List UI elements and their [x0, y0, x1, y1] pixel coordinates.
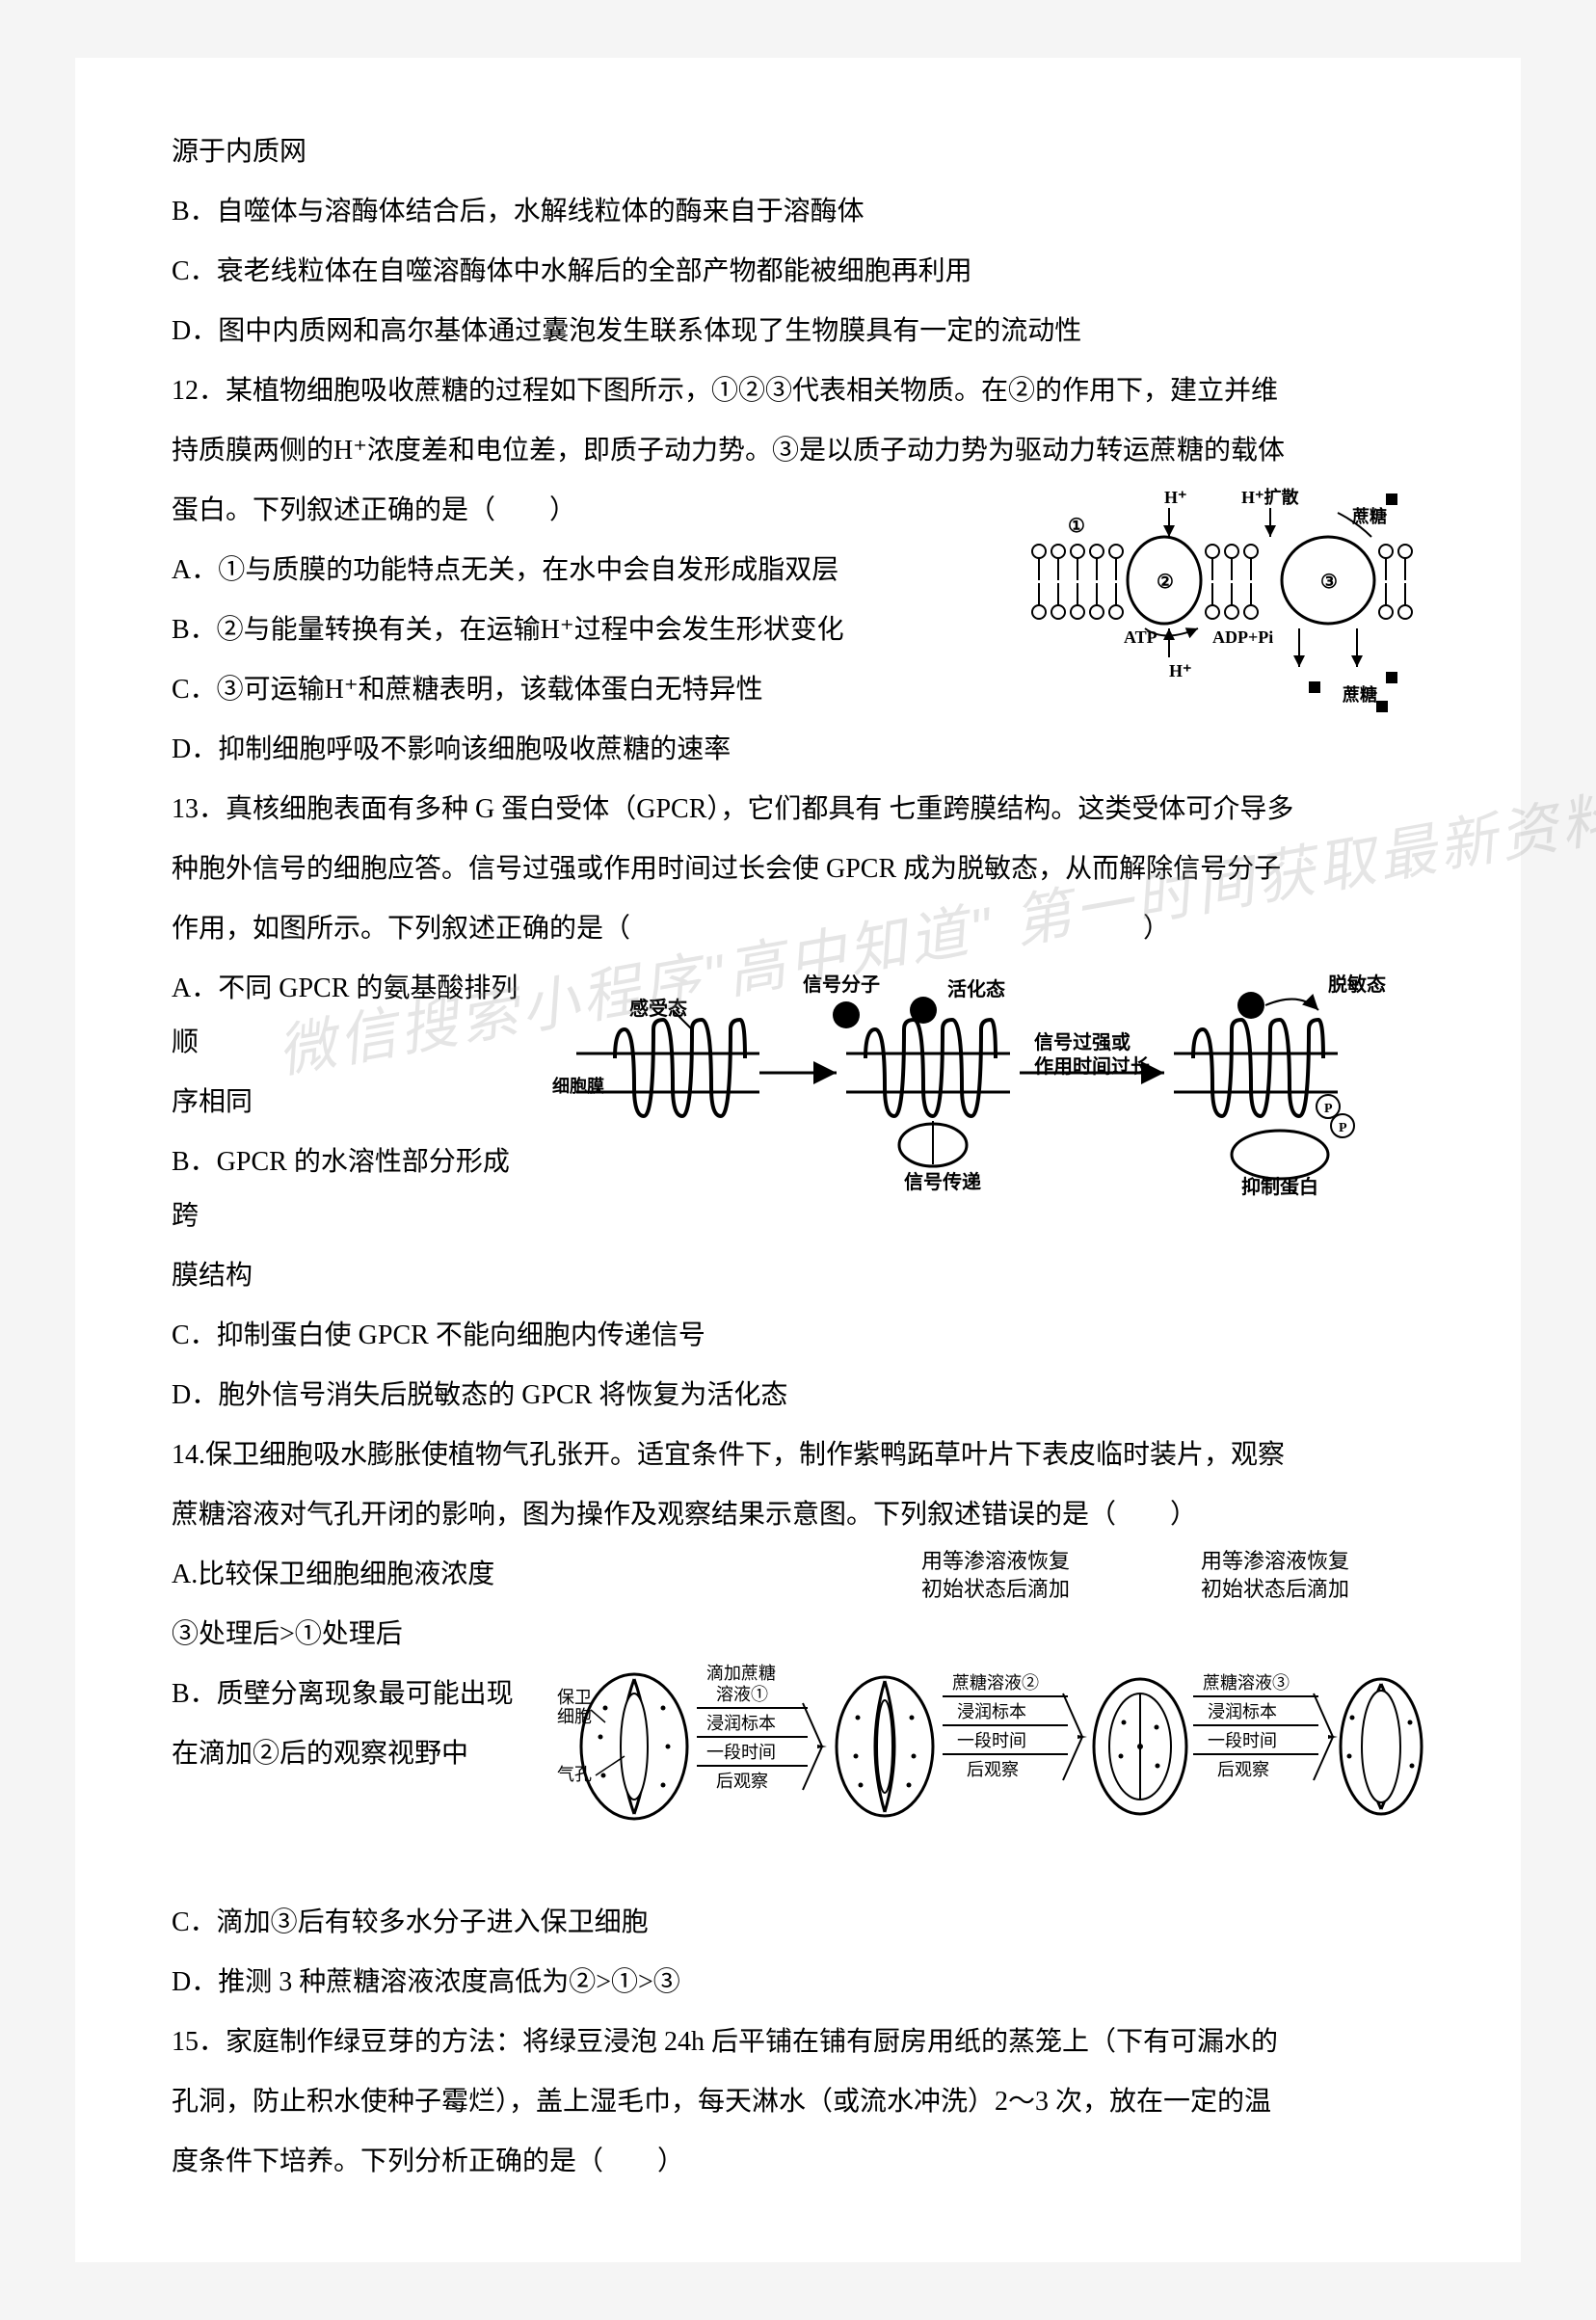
- stomata-initial: 保卫 细胞 气孔: [557, 1674, 687, 1819]
- q12-stem2: 持质膜两侧的H⁺浓度差和电位差，即质子动力势。③是以质子动力势为驱动力转运蔗糖的…: [172, 424, 1424, 478]
- label-desensitized: 脱敏态: [1328, 973, 1386, 996]
- prev-optB: B．自噬体与溶酶体结合后，水解线粒体的酶来自于溶酶体: [172, 185, 1424, 239]
- q14-block: A.比较保卫细胞细胞液浓度 ③处理后>①处理后 B．质壁分离现象最可能出现 在滴…: [172, 1548, 1424, 1896]
- q12-optA: A．①与质膜的功能特点无关，在水中会自发形成脂双层: [172, 544, 1000, 598]
- label-stomata: 气孔: [557, 1765, 592, 1784]
- label-h-plus-diffuse: H⁺扩散: [1241, 487, 1300, 507]
- stomata-step1: [837, 1677, 933, 1816]
- q13-block: A．不同 GPCR 的氨基酸排列顺 序相同 B．GPCR 的水溶性部分形成跨 膜…: [172, 962, 1424, 1309]
- label-circle3: ③: [1320, 572, 1338, 593]
- label-signal-molecule: 信号分子: [803, 973, 880, 996]
- q12-stem1: 12．某植物细胞吸收蔗糖的过程如下图所示，①②③代表相关物质。在②的作用下，建立…: [172, 364, 1424, 418]
- label-p: P: [1324, 1102, 1333, 1116]
- q13-optB1: B．GPCR 的水溶性部分形成跨: [172, 1135, 528, 1243]
- label-inhibitor: 抑制蛋白: [1241, 1175, 1318, 1198]
- prev-line: 源于内质网: [172, 125, 1424, 179]
- q12-optB: B．②与能量转换有关，在运输H⁺过程中会发生形状变化: [172, 603, 1000, 657]
- q12-optC: C．③可运输H⁺和蔗糖表明，该载体蛋白无特异性: [172, 663, 1000, 717]
- q13-text: A．不同 GPCR 的氨基酸排列顺 序相同 B．GPCR 的水溶性部分形成跨 膜…: [172, 962, 528, 1309]
- membrane-diagram-svg: H⁺ H⁺扩散 蔗糖: [1020, 484, 1424, 715]
- svg-text:一段时间: 一段时间: [1208, 1731, 1277, 1750]
- stomata-step3: [1341, 1679, 1422, 1814]
- q12-text: 蛋白。下列叙述正确的是（ ） A．①与质膜的功能特点无关，在水中会自发形成脂双层…: [172, 484, 1000, 783]
- q13-optC: C．抑制蛋白使 GPCR 不能向细胞内传递信号: [172, 1309, 1424, 1363]
- header2: 用等渗溶液恢复 初始状态后滴加: [856, 1548, 1135, 1603]
- svg-text:后观察: 后观察: [716, 1772, 768, 1791]
- svg-text:浸润标本: 浸润标本: [706, 1714, 776, 1733]
- q13-optA2: 序相同: [172, 1076, 528, 1130]
- arrow3-group: 蔗糖溶液③ 浸润标本 一段时间 后观察: [1193, 1673, 1338, 1780]
- label-active-state: 活化态: [947, 977, 1005, 1000]
- prev-optC: C．衰老线粒体在自噬溶酶体中水解后的全部产物都能被细胞再利用: [172, 245, 1424, 299]
- q13-optB2: 膜结构: [172, 1249, 528, 1303]
- q14-optC: C．滴加③后有较多水分子进入保卫细胞: [172, 1896, 1424, 1950]
- label-circle1: ①: [1068, 516, 1085, 537]
- q12-stem3: 蛋白。下列叙述正确的是（ ）: [172, 484, 1000, 538]
- receptor-state-glyph: 感受态 细胞膜: [552, 997, 759, 1116]
- svg-text:浸润标本: 浸润标本: [957, 1702, 1026, 1721]
- label-signal-transduction: 信号传递: [904, 1170, 981, 1193]
- prev-optD: D．图中内质网和高尔基体通过囊泡发生联系体现了生物膜具有一定的流动性: [172, 305, 1424, 359]
- q14-optD: D．推测 3 种蔗糖溶液浓度高低为②>①>③: [172, 1956, 1424, 2010]
- label-circle2: ②: [1157, 572, 1174, 593]
- label-h-plus-bottom: H⁺: [1169, 661, 1192, 680]
- stomata-step2: [1094, 1679, 1186, 1814]
- q15-stem3: 度条件下培养。下列分析正确的是（ ）: [172, 2135, 1424, 2189]
- svg-text:溶液①: 溶液①: [716, 1685, 768, 1704]
- q14-optA2: ③处理后>①处理后: [172, 1608, 538, 1662]
- q12-block: 蛋白。下列叙述正确的是（ ） A．①与质膜的功能特点无关，在水中会自发形成脂双层…: [172, 484, 1424, 783]
- svg-text:浸润标本: 浸润标本: [1208, 1702, 1277, 1721]
- q12-diagram: H⁺ H⁺扩散 蔗糖: [1020, 484, 1424, 734]
- label-atp: ATP: [1124, 627, 1157, 647]
- svg-text:P: P: [1339, 1121, 1347, 1135]
- svg-text:后观察: 后观察: [967, 1760, 1019, 1779]
- q14-optA1: A.比较保卫细胞细胞液浓度: [172, 1548, 538, 1602]
- q13-diagram: 感受态 细胞膜 信号分子 活化态: [547, 962, 1434, 1232]
- svg-text:一段时间: 一段时间: [957, 1731, 1026, 1750]
- label-guard-cell2: 细胞: [557, 1707, 592, 1726]
- svg-text:后观察: 后观察: [1217, 1760, 1269, 1779]
- q13-stem1: 13．真核细胞表面有多种 G 蛋白受体（GPCR），它们都具有 七重跨膜结构。这…: [172, 783, 1424, 837]
- q13-optD: D．胞外信号消失后脱敏态的 GPCR 将恢复为活化态: [172, 1369, 1424, 1423]
- q14-optB2: 在滴加②后的观察视野中: [172, 1727, 538, 1781]
- label-h-plus-top: H⁺: [1164, 488, 1187, 507]
- q14-text: A.比较保卫细胞细胞液浓度 ③处理后>①处理后 B．质壁分离现象最可能出现 在滴…: [172, 1548, 538, 1787]
- q13-optA1: A．不同 GPCR 的氨基酸排列顺: [172, 962, 528, 1070]
- label-adp-pi: ADP+Pi: [1212, 627, 1273, 647]
- active-state-glyph: 活化态 信号传递: [846, 977, 1010, 1193]
- label-cell-membrane: 细胞膜: [552, 1076, 604, 1096]
- stomata-diagram-svg: 保卫 细胞 气孔 滴加蔗糖 溶液① 浸润标本 一段时间 后观察: [557, 1607, 1424, 1877]
- label-signal-strong: 信号过强或: [1034, 1030, 1130, 1053]
- q14-diagram: 用等渗溶液恢复 初始状态后滴加 用等渗溶液恢复 初始状态后滴加: [557, 1548, 1424, 1896]
- q15-stem1: 15．家庭制作绿豆芽的方法：将绿豆浸泡 24h 后平铺在铺有厨房用纸的蒸笼上（下…: [172, 2015, 1424, 2069]
- q14-optB1: B．质壁分离现象最可能出现: [172, 1667, 538, 1721]
- svg-text:蔗糖溶液②: 蔗糖溶液②: [952, 1673, 1039, 1693]
- q14-stem1: 14.保卫细胞吸水膨胀使植物气孔张开。适宜条件下，制作紫鸭跖草叶片下表皮临时装片…: [172, 1428, 1424, 1482]
- desensitized-glyph: 脱敏态 P P 抑制蛋白: [1174, 973, 1386, 1198]
- label-sucrose-bottom: 蔗糖: [1342, 684, 1377, 705]
- arrow1-group: 滴加蔗糖 溶液① 浸润标本 一段时间 后观察: [697, 1664, 827, 1791]
- q12-optD: D．抑制细胞呼吸不影响该细胞吸收蔗糖的速率: [172, 723, 1000, 777]
- header3: 用等渗溶液恢复 初始状态后滴加: [1135, 1548, 1415, 1603]
- label-time-long: 作用时间过长: [1034, 1054, 1151, 1078]
- gpcr-diagram-svg: 感受态 细胞膜 信号分子 活化态: [547, 962, 1434, 1213]
- q14-stem2: 蔗糖溶液对气孔开闭的影响，图为操作及观察结果示意图。下列叙述错误的是（ ）: [172, 1488, 1424, 1542]
- arrow2-group: 蔗糖溶液② 浸润标本 一段时间 后观察: [943, 1673, 1087, 1780]
- page-container: 微信搜索小程序"高中知道" 第一时间获取最新资料 源于内质网 B．自噬体与溶酶体…: [75, 58, 1521, 2262]
- svg-text:滴加蔗糖: 滴加蔗糖: [706, 1664, 776, 1683]
- svg-text:蔗糖溶液③: 蔗糖溶液③: [1203, 1673, 1290, 1693]
- label-guard-cell: 保卫: [557, 1688, 592, 1707]
- q15-stem2: 孔洞，防止积水使种子霉烂），盖上湿毛巾，每天淋水（或流水冲洗）2～3 次，放在一…: [172, 2075, 1424, 2129]
- q13-stem2: 种胞外信号的细胞应答。信号过强或作用时间过长会使 GPCR 成为脱敏态，从而解除…: [172, 842, 1424, 896]
- stomata-headers: 用等渗溶液恢复 初始状态后滴加 用等渗溶液恢复 初始状态后滴加: [557, 1548, 1424, 1603]
- q13-stem3: 作用，如图所示。下列叙述正确的是（ ）: [172, 902, 1424, 956]
